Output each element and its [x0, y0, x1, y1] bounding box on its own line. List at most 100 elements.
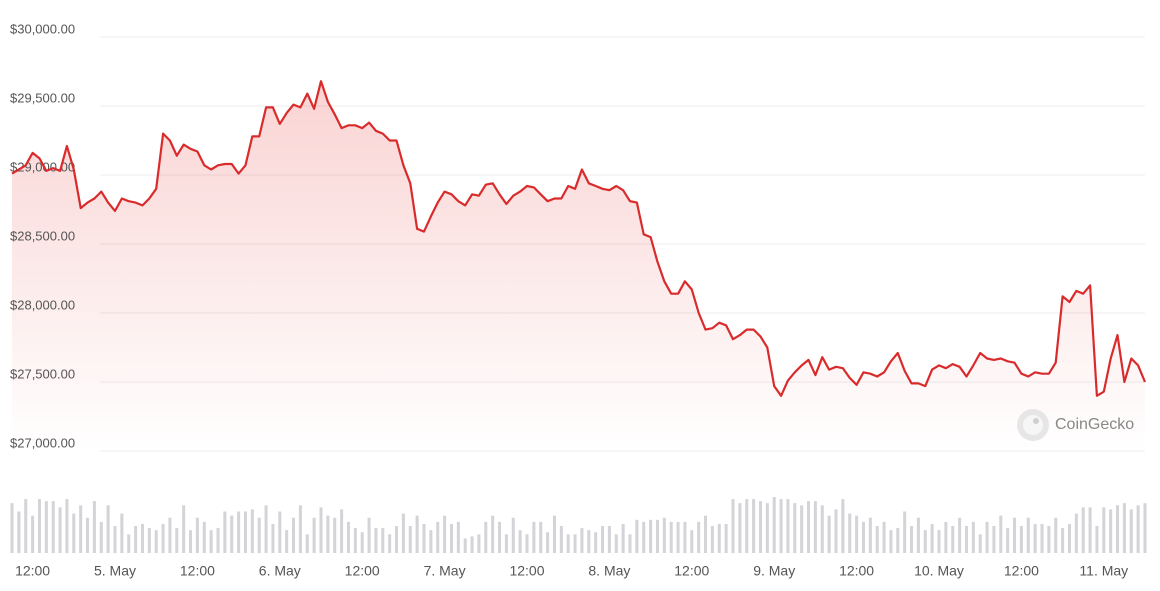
volume-bar	[140, 523, 144, 553]
volume-bar	[161, 523, 165, 553]
y-tick-label: $27,500.00	[10, 366, 75, 381]
volume-bar	[662, 517, 666, 553]
watermark-icon-inner	[1023, 415, 1043, 435]
volume-bar	[10, 503, 14, 553]
area	[12, 81, 1145, 451]
volume-bar	[710, 526, 714, 553]
volume-bar	[731, 499, 735, 553]
volume-bar	[855, 515, 859, 553]
volume-bar	[333, 517, 337, 553]
volume-bar	[449, 523, 453, 553]
volume-bar	[37, 499, 41, 553]
volume-bar	[539, 521, 543, 553]
volume-bar	[1074, 513, 1078, 553]
volume-bar	[65, 499, 69, 553]
volume-bar	[999, 515, 1003, 553]
volume-bar	[189, 530, 193, 553]
volume-bar	[511, 517, 515, 553]
volume-bar	[896, 528, 900, 553]
y-tick-label: $28,000.00	[10, 297, 75, 312]
volume-bar	[243, 511, 247, 553]
price-line	[11, 80, 1147, 397]
volume-bar	[237, 511, 241, 553]
volume-bar	[134, 526, 138, 553]
volume-bar	[17, 511, 21, 553]
volume-bar	[504, 534, 508, 553]
volume-bar	[113, 526, 117, 553]
volume-bar	[51, 501, 55, 553]
volume-bar	[127, 534, 131, 553]
volume-bar	[964, 526, 968, 553]
watermark-text: CoinGecko	[1055, 416, 1134, 433]
x-tick-label: 10. May	[914, 563, 964, 579]
volume-bar	[223, 511, 227, 553]
volume-bar	[463, 538, 467, 553]
volume-bar	[264, 505, 268, 553]
watermark: CoinGecko	[1017, 409, 1134, 441]
volume-bar	[937, 530, 941, 553]
y-tick-label: $28,500.00	[10, 228, 75, 243]
volume-bar	[690, 530, 694, 553]
volume-bar	[360, 532, 364, 553]
volume-bar	[147, 528, 151, 553]
volume-bar	[175, 528, 179, 553]
volume-bar	[381, 528, 385, 553]
volume-bar	[79, 505, 83, 553]
volume-bar	[367, 517, 371, 553]
volume-bar	[552, 515, 556, 553]
volume-bar	[250, 509, 254, 553]
volume-bar	[1006, 528, 1010, 553]
volume-bar	[230, 515, 234, 553]
volume-bar	[910, 526, 914, 553]
volume-bar	[525, 534, 529, 553]
volume-bar	[429, 530, 433, 553]
volume-bar	[72, 513, 76, 553]
volume-bar	[916, 517, 920, 553]
volume-bar	[614, 534, 618, 553]
volume-bar	[1136, 505, 1140, 553]
volume-bar	[807, 501, 811, 553]
volume-bar	[271, 523, 275, 553]
volume-bar	[401, 513, 405, 553]
volume-bar	[1061, 528, 1065, 553]
volume-bar	[24, 499, 28, 553]
volume-bar	[546, 532, 550, 553]
volume-bar	[1040, 523, 1044, 553]
x-tick-label: 7. May	[424, 563, 466, 579]
y-tick-label: $29,500.00	[10, 90, 75, 105]
volume-bar	[752, 499, 756, 553]
volume-bar	[978, 534, 982, 553]
volume-bar	[319, 507, 323, 553]
volume-bar	[415, 515, 419, 553]
volume-bar	[1109, 509, 1113, 553]
x-tick-label: 5. May	[94, 563, 136, 579]
volume-bar	[1081, 507, 1085, 553]
volume-bar	[758, 501, 762, 553]
volume-bar	[1143, 503, 1147, 553]
volume-bar	[31, 515, 35, 553]
volume-bar	[697, 521, 701, 553]
volume-bar	[470, 536, 474, 553]
volume-bar	[923, 530, 927, 553]
volume-bar	[298, 505, 302, 553]
volume-bar	[1088, 507, 1092, 553]
volume-bar	[642, 521, 646, 553]
volume-bar	[649, 519, 653, 553]
volume-bar	[868, 517, 872, 553]
volume-bar	[484, 521, 488, 553]
x-tick-label: 12:00	[839, 563, 874, 579]
volume-bar	[1129, 509, 1133, 553]
volume-bar	[1054, 517, 1058, 553]
volume-bar	[903, 511, 907, 553]
volume-bar	[655, 519, 659, 553]
volume-bar	[518, 530, 522, 553]
watermark-icon-eye	[1033, 418, 1039, 424]
volume-bar	[786, 499, 790, 553]
volume-bar	[1122, 503, 1126, 553]
volume-bar	[353, 528, 357, 553]
volume-bar	[745, 499, 749, 553]
volume-bar	[683, 521, 687, 553]
y-tick-label: $30,000.00	[10, 21, 75, 36]
volume-bar	[388, 534, 392, 553]
volume-bar	[587, 530, 591, 553]
